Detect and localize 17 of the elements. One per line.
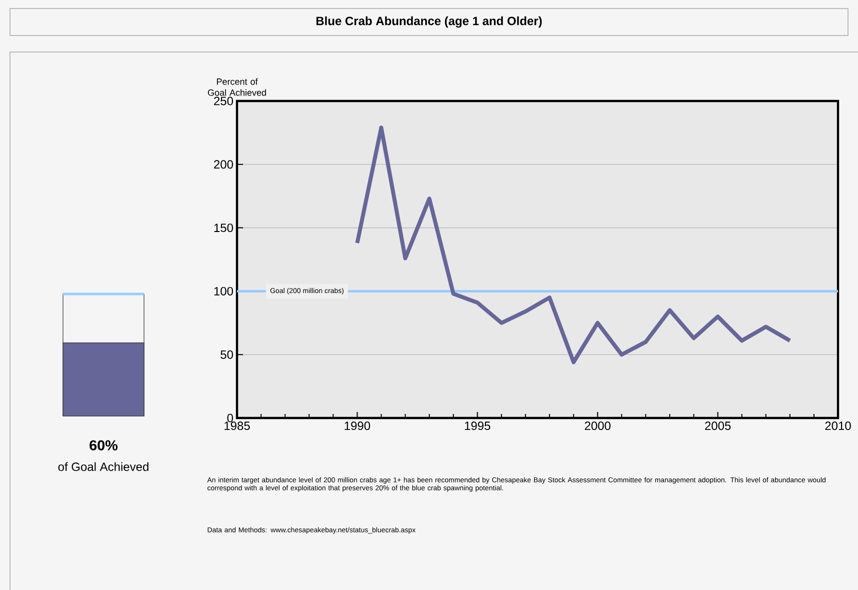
y-axis-title: Percent of Goal Achieved: [208, 78, 266, 96]
y-tick-label: 50: [220, 350, 234, 359]
x-tick-label: 2010: [825, 422, 851, 430]
y-tick-label: 0: [227, 414, 234, 422]
text: of Goal Achieved: [58, 462, 148, 472]
line-series: [355, 126, 792, 364]
y-tick-label: 150: [214, 224, 234, 232]
chart-title: Blue Crab Abundance (age 1 and Older): [316, 16, 542, 28]
x-tick-label: 1995: [464, 422, 490, 430]
data-label: 60%: [90, 440, 118, 450]
x-tick-label: 2000: [584, 422, 610, 430]
x-tick-label: 1990: [344, 422, 370, 430]
y-tick-label: 100: [214, 286, 234, 296]
y-tick-label: 250: [214, 96, 234, 106]
x-tick-label: 2005: [705, 422, 731, 430]
x-tick-label: 1985: [224, 422, 250, 430]
y-tick-label: 200: [214, 160, 234, 169]
